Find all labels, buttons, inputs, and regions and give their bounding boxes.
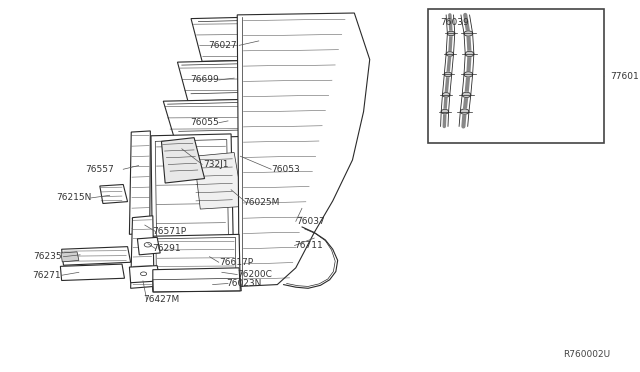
Polygon shape (177, 58, 346, 101)
Polygon shape (153, 268, 241, 292)
Circle shape (444, 72, 452, 77)
Text: 76027: 76027 (209, 41, 237, 50)
Text: 76557: 76557 (85, 165, 114, 174)
Polygon shape (163, 98, 330, 138)
Polygon shape (60, 264, 124, 280)
Polygon shape (131, 216, 154, 288)
Text: 76039: 76039 (440, 18, 469, 27)
Text: 76025M: 76025M (243, 198, 280, 207)
Bar (428, 9, 604, 143)
Circle shape (460, 109, 469, 114)
Circle shape (465, 51, 474, 57)
Circle shape (442, 93, 450, 97)
Text: 76023N: 76023N (226, 279, 262, 288)
Text: 76271: 76271 (32, 271, 60, 280)
Polygon shape (61, 252, 79, 262)
Text: 76053: 76053 (271, 165, 300, 174)
Circle shape (464, 72, 472, 77)
Polygon shape (151, 134, 234, 290)
Polygon shape (129, 266, 160, 283)
Polygon shape (138, 237, 160, 255)
Text: R760002U: R760002U (563, 350, 610, 359)
Circle shape (462, 92, 471, 97)
Text: 76699: 76699 (190, 76, 219, 84)
Text: 76037: 76037 (296, 217, 324, 226)
Circle shape (447, 31, 455, 36)
Text: 77601: 77601 (610, 72, 639, 81)
Polygon shape (100, 185, 127, 203)
Text: 76200C: 76200C (237, 270, 272, 279)
Polygon shape (61, 247, 131, 265)
Circle shape (446, 52, 454, 56)
Circle shape (464, 31, 472, 36)
Polygon shape (153, 234, 241, 289)
Polygon shape (237, 13, 370, 286)
Text: 76055: 76055 (190, 118, 219, 127)
Polygon shape (161, 138, 205, 183)
Text: 76291: 76291 (152, 244, 181, 253)
Polygon shape (191, 15, 357, 61)
Text: 76215N: 76215N (56, 193, 91, 202)
Text: 76235: 76235 (33, 252, 61, 261)
Text: 76617P: 76617P (219, 258, 253, 267)
Text: 76711: 76711 (294, 241, 323, 250)
Text: 76427M: 76427M (143, 295, 180, 304)
Polygon shape (129, 131, 150, 234)
Polygon shape (194, 153, 243, 209)
Circle shape (441, 109, 449, 114)
Text: 76571P: 76571P (152, 227, 186, 236)
Text: 732J1: 732J1 (204, 160, 229, 169)
